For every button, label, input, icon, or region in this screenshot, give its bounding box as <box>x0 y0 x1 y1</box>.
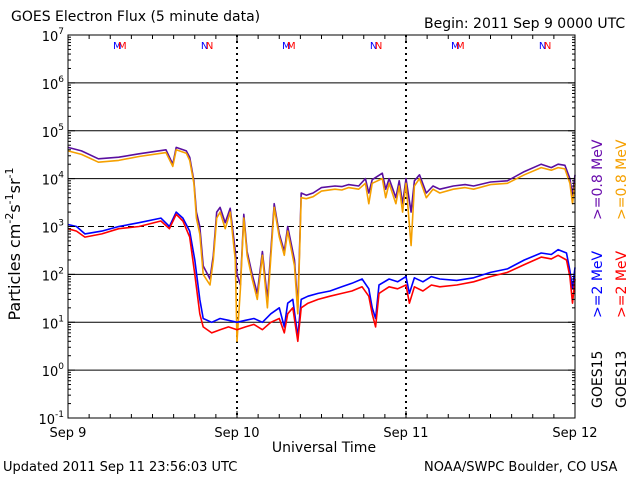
local-noon-marker: M <box>287 41 296 52</box>
series-line <box>67 211 576 338</box>
local-noon-marker: N <box>539 41 546 52</box>
local-noon-marker: N <box>206 41 213 52</box>
series-lines <box>67 146 576 343</box>
legend-goes15-08mev: >=0.8 MeV <box>590 139 606 220</box>
y-tick-label: 100 <box>42 362 65 380</box>
local-noon-marker: N <box>375 41 382 52</box>
series-line <box>67 149 576 343</box>
chart-title: GOES Electron Flux (5 minute data) <box>11 9 261 25</box>
local-noon-marker: M <box>282 41 291 52</box>
x-tick-label: Sep 11 <box>383 426 428 441</box>
x-tick-label: Sep 9 <box>50 426 87 441</box>
legend-goes13-2mev: >=2 MeV <box>614 250 630 318</box>
y-axis-title: Particles cm-2s-1sr-1 <box>3 167 24 320</box>
legend: >=2 MeV >=2 MeV >=0.8 MeV >=0.8 MeV GOES15 GO… <box>590 139 630 408</box>
y-tick-label: 103 <box>42 219 64 237</box>
begin-time: Begin: 2011 Sep 9 0000 UTC <box>424 16 626 32</box>
y-tick-label: 104 <box>42 171 65 189</box>
local-noon-marker: M <box>118 41 127 52</box>
y-tick-label: 105 <box>42 123 64 141</box>
x-tick-label: Sep 12 <box>552 426 597 441</box>
x-axis-title: Universal Time <box>272 440 376 456</box>
local-noon-marker: M <box>451 41 460 52</box>
credit-line: NOAA/SWPC Boulder, CO USA <box>424 460 618 475</box>
updated-timestamp: Updated 2011 Sep 11 23:56:03 UTC <box>3 460 238 475</box>
y-tick-label: 10-1 <box>38 410 64 428</box>
series-line <box>67 213 576 343</box>
local-noon-marker: N <box>201 41 208 52</box>
local-noon-markers: MM NN MM NN MM NN <box>113 41 551 52</box>
local-noon-marker: N <box>544 41 551 52</box>
local-noon-marker: N <box>370 41 377 52</box>
legend-goes13-label: GOES13 <box>614 351 630 408</box>
legend-goes15-label: GOES15 <box>590 351 606 408</box>
y-tick-label: 106 <box>42 75 65 93</box>
x-tick-label: Sep 10 <box>214 426 259 441</box>
legend-goes15-2mev: >=2 MeV <box>590 250 606 318</box>
axis-ticks: Sep 9 Sep 10 Sep 11 Sep 12 10-1 100 101 102 103 1… <box>38 27 597 441</box>
series-line <box>67 146 576 309</box>
local-noon-marker: M <box>456 41 465 52</box>
y-tick-label: 102 <box>42 266 64 284</box>
local-noon-marker: M <box>113 41 122 52</box>
legend-goes13-08mev: >=0.8 MeV <box>614 139 630 220</box>
gridlines <box>68 35 575 418</box>
y-tick-label: 101 <box>42 314 64 332</box>
y-tick-label: 107 <box>42 27 64 45</box>
